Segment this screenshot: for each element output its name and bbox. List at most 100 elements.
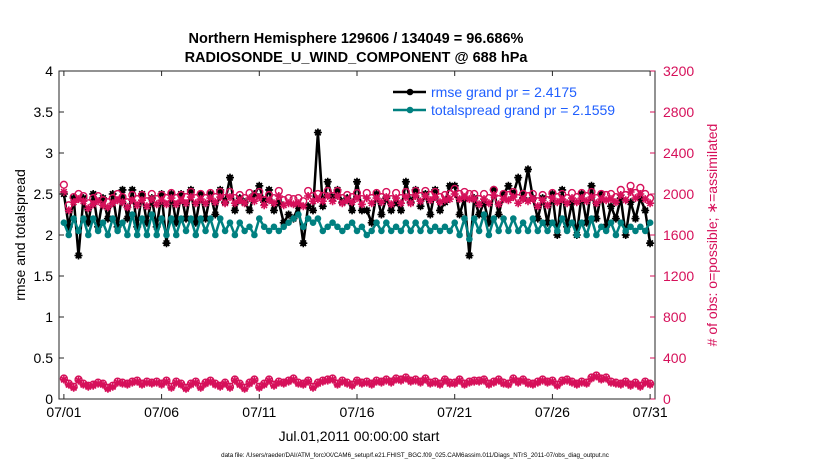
totalspread-point: [133, 231, 141, 239]
totalspread-point: [260, 223, 268, 231]
obs-assimilated-point: [118, 379, 127, 388]
rmse-point-asterisk: [484, 218, 493, 227]
obs-assimilated-point: [255, 383, 264, 392]
obs-assimilated-point: [123, 203, 132, 212]
rmse-point-asterisk: [387, 206, 396, 215]
totalspread-point: [593, 231, 600, 239]
totalspread-point: [324, 223, 331, 231]
obs-assimilated-point: [318, 197, 327, 206]
obs-assimilated-point: [348, 198, 357, 207]
rmse-point-asterisk: [568, 198, 576, 207]
y2-tick-label: 2000: [663, 186, 694, 202]
obs-assimilated-point: [538, 196, 547, 205]
obs-assimilated-point: [558, 377, 567, 386]
totalspread-point: [563, 227, 571, 235]
obs-assimilated-point: [372, 377, 381, 386]
obs-assimilated-point: [201, 379, 210, 388]
y-tick-label: 1: [45, 309, 53, 325]
obs-assimilated-point: [157, 380, 166, 389]
obs-assimilated-point: [103, 203, 112, 212]
obs-assimilated-point: [538, 376, 547, 385]
obs-assimilated-point: [397, 376, 405, 385]
obs-assimilated-point: [343, 196, 352, 205]
totalspread-point: [353, 227, 361, 235]
obs-assimilated-point: [338, 199, 347, 208]
rmse-point-asterisk: [182, 214, 190, 223]
obs-assimilated-point: [260, 201, 269, 210]
totalspread-point: [407, 227, 415, 235]
obs-assimilated-point: [147, 379, 156, 388]
obs-assimilated-point: [138, 196, 146, 205]
rmse-point-asterisk: [113, 222, 122, 231]
totalspread-point: [124, 231, 131, 239]
obs-assimilated-point: [201, 199, 210, 208]
y-axis-label: rmse and totalspread: [12, 169, 28, 301]
rmse-point-asterisk: [543, 218, 552, 227]
obs-assimilated-point: [524, 197, 532, 206]
y2-tick-label: 800: [663, 309, 687, 325]
obs-assimilated-point: [128, 378, 137, 387]
y2-tick-label: 3200: [663, 63, 694, 79]
x-tick-label: 07/21: [437, 404, 472, 420]
rmse-point-asterisk: [611, 214, 620, 223]
totalspread-point: [485, 231, 493, 239]
totalspread-point: [319, 227, 327, 235]
obs-assimilated-point: [294, 379, 303, 388]
obs-assimilated-point: [445, 379, 454, 388]
y-tick-label: 2: [45, 227, 53, 243]
rmse-point-asterisk: [186, 185, 195, 194]
totalspread-point: [597, 223, 605, 231]
y2-tick-label: 1200: [663, 268, 694, 284]
chart-title: Northern Hemisphere 129606 / 134049 = 96…: [189, 31, 524, 47]
obs-assimilated-point: [289, 375, 298, 384]
rmse-point-asterisk: [362, 206, 371, 215]
totalspread-point: [426, 227, 434, 235]
totalspread-point: [290, 215, 297, 222]
obs-assimilated-point: [357, 200, 366, 209]
totalspread-point: [280, 223, 288, 231]
obs-assimilated-point: [182, 199, 190, 208]
rmse-point-asterisk: [372, 190, 381, 198]
rmse-point-asterisk: [558, 185, 567, 194]
obs-assimilated-point: [265, 196, 274, 205]
obs-assimilated-point: [436, 198, 444, 207]
obs-assimilated-point: [274, 378, 283, 387]
y-tick-label: 3.5: [34, 104, 54, 120]
obs-assimilated-point: [270, 381, 278, 390]
rmse-point-asterisk: [465, 251, 474, 260]
totalspread-point: [529, 215, 537, 222]
obs-assimilated-point: [611, 198, 620, 207]
totalspread-point: [505, 227, 512, 235]
rmse-point-asterisk: [431, 185, 440, 194]
rmse-point-asterisk: [74, 251, 83, 260]
obs-assimilated-point: [421, 192, 430, 200]
obs-assimilated-point: [646, 199, 655, 208]
rmse-point-asterisk: [392, 198, 401, 207]
obs-assimilated-point: [460, 193, 469, 202]
obs-assimilated-point: [313, 379, 322, 388]
rmse-point-asterisk: [108, 190, 117, 198]
totalspread-point: [646, 219, 654, 226]
obs-assimilated-point: [167, 383, 176, 392]
obs-assimilated-point: [616, 380, 625, 389]
obs-assimilated-point: [230, 376, 239, 385]
obs-assimilated-point: [59, 375, 68, 384]
totalspread-point: [514, 227, 522, 235]
rmse-point-asterisk: [123, 214, 132, 223]
obs-assimilated-point: [196, 195, 205, 204]
totalspread-point: [334, 223, 341, 231]
obs-assimilated-point: [411, 192, 420, 200]
y-tick-label: 0.5: [34, 350, 54, 366]
obs-assimilated-point: [377, 198, 386, 207]
totalspread-point: [348, 219, 356, 226]
obs-assimilated-point: [94, 379, 103, 388]
rmse-point-asterisk: [284, 210, 293, 219]
obs-assimilated-point: [230, 199, 239, 208]
obs-assimilated-point: [602, 374, 611, 383]
obs-assimilated-point: [411, 376, 420, 385]
obs-assimilated-point: [328, 197, 337, 206]
totalspread-point: [510, 215, 517, 222]
totalspread-point: [187, 215, 195, 222]
legend-spread-label: totalspread grand pr = 2.1559: [431, 102, 615, 118]
obs-assimilated-point: [387, 378, 396, 387]
